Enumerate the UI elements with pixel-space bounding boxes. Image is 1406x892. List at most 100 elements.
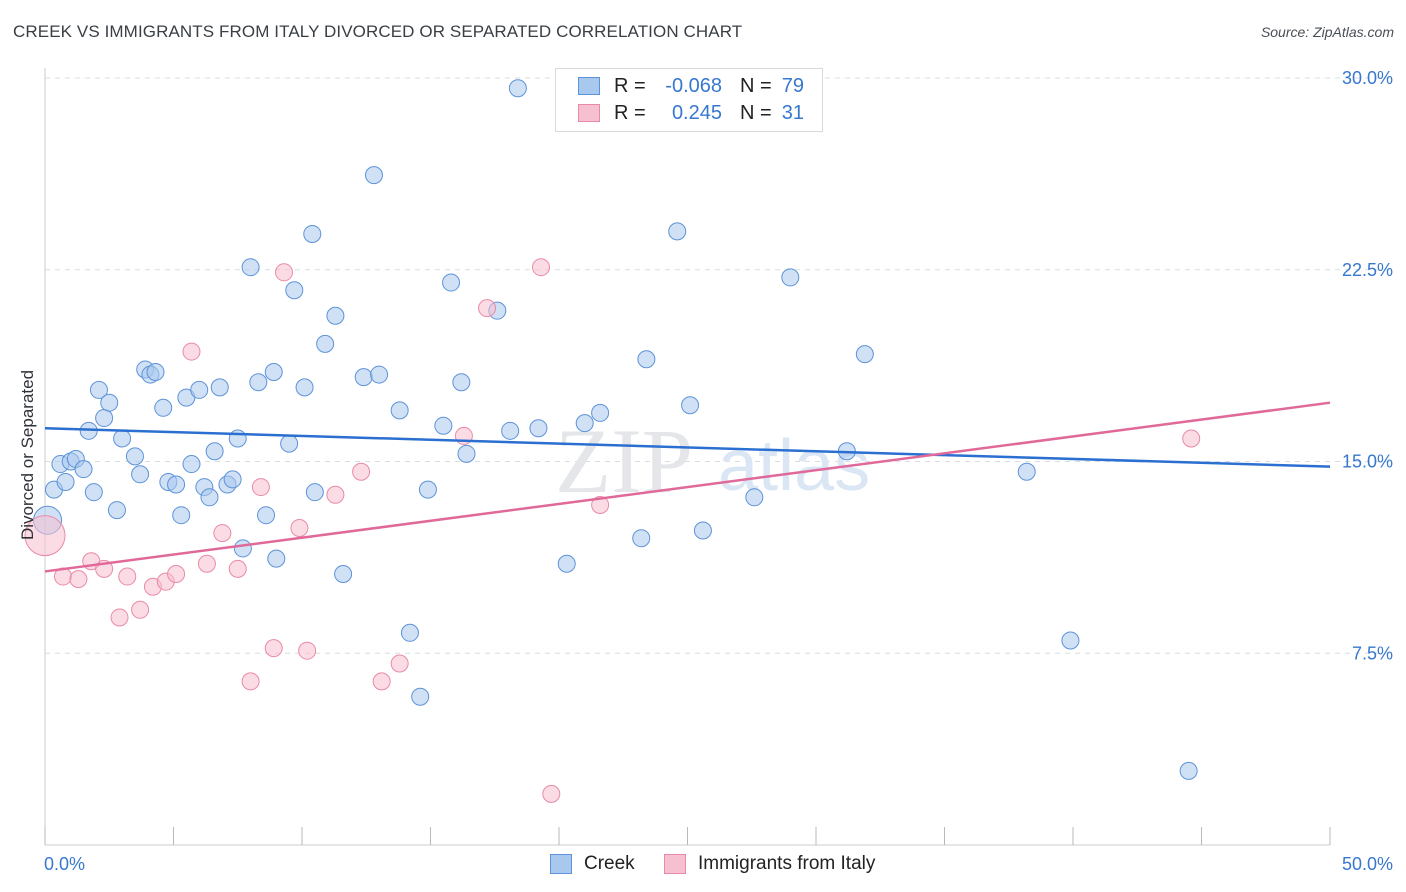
y-tick-label: 22.5% bbox=[1342, 260, 1393, 280]
creek-point bbox=[125, 447, 144, 466]
grid-lines bbox=[45, 77, 1390, 654]
legend-row-creek: R = -0.068 N = 79 bbox=[578, 73, 804, 99]
creek-point bbox=[285, 281, 304, 300]
r-label: R = bbox=[614, 101, 646, 124]
italy-point bbox=[326, 485, 345, 504]
x-tick-label: 50.0% bbox=[1342, 854, 1393, 874]
n-value: 31 bbox=[781, 101, 804, 124]
italy-point bbox=[352, 462, 371, 481]
creek-point bbox=[632, 529, 651, 548]
creek-point bbox=[241, 258, 260, 277]
creek-point bbox=[107, 501, 126, 520]
italy-point bbox=[264, 639, 283, 658]
creek-point bbox=[100, 393, 119, 412]
italy-point bbox=[251, 478, 270, 497]
italy-point bbox=[213, 524, 232, 543]
source-credit: Source: ZipAtlas.com bbox=[1260, 24, 1394, 40]
italy-point bbox=[275, 263, 294, 282]
italy-point bbox=[241, 672, 260, 691]
creek-point bbox=[154, 398, 173, 417]
r-value: -0.068 bbox=[665, 74, 722, 97]
bottom-legend-italy: Immigrants from Italy bbox=[664, 851, 875, 877]
creek-point bbox=[295, 378, 314, 397]
legend-row-italy: R = 0.245 N = 31 bbox=[578, 100, 804, 126]
creek-point bbox=[95, 409, 114, 428]
italy-swatch bbox=[664, 854, 686, 874]
creek-point bbox=[693, 521, 712, 540]
creek-point bbox=[681, 396, 700, 415]
italy-point bbox=[118, 567, 137, 586]
italy-point bbox=[372, 672, 391, 691]
legend-label-italy: Immigrants from Italy bbox=[698, 853, 876, 874]
creek-point bbox=[370, 365, 389, 384]
creek-point bbox=[167, 475, 186, 494]
creek-point bbox=[74, 460, 93, 479]
creek-point bbox=[305, 483, 324, 502]
creek-point bbox=[1061, 631, 1080, 650]
creek-point bbox=[182, 455, 201, 474]
creek-point bbox=[457, 444, 476, 463]
creek-point bbox=[334, 564, 353, 583]
creek-point bbox=[228, 429, 247, 448]
creek-point bbox=[190, 380, 209, 399]
creek-point bbox=[364, 166, 383, 185]
creek-point bbox=[354, 368, 373, 387]
italy-point bbox=[1182, 429, 1201, 448]
creek-point bbox=[84, 483, 103, 502]
creek-point bbox=[411, 687, 430, 706]
creek-point bbox=[89, 380, 108, 399]
creek-point bbox=[390, 401, 409, 420]
creek-trend-line bbox=[44, 427, 1331, 468]
y-tick-label: 30.0% bbox=[1342, 68, 1393, 88]
creek-point bbox=[781, 268, 800, 287]
n-label: N = bbox=[740, 74, 772, 97]
legend-label-creek: Creek bbox=[584, 853, 635, 874]
creek-swatch bbox=[550, 854, 572, 874]
r-value: 0.245 bbox=[671, 101, 722, 124]
tick-labels: 7.5% 15.0% 22.5% 30.0% 0.0% 50.0% bbox=[44, 68, 1393, 874]
n-label: N = bbox=[740, 101, 772, 124]
creek-point bbox=[326, 306, 345, 325]
italy-point bbox=[167, 564, 186, 583]
creek-point bbox=[418, 480, 437, 499]
creek-point bbox=[223, 470, 242, 489]
creek-point bbox=[745, 488, 764, 507]
creek-point bbox=[668, 222, 687, 241]
creek-point bbox=[131, 465, 150, 484]
italy-point bbox=[591, 495, 610, 514]
chart-title: CREEK VS IMMIGRANTS FROM ITALY DIVORCED … bbox=[13, 22, 743, 41]
correlation-legend: R = -0.068 N = 79 R = 0.245 N = 31 bbox=[555, 68, 823, 132]
italy-point bbox=[24, 515, 66, 557]
creek-point bbox=[1179, 761, 1198, 780]
creek-point bbox=[1017, 462, 1036, 481]
italy-point bbox=[69, 570, 88, 589]
creek-point bbox=[200, 488, 219, 507]
italy-swatch bbox=[578, 104, 600, 122]
creek-point bbox=[637, 350, 656, 369]
italy-point bbox=[110, 608, 129, 627]
n-value: 79 bbox=[781, 74, 804, 97]
italy-point bbox=[197, 554, 216, 573]
italy-point bbox=[298, 641, 317, 660]
y-axis-label: Divorced or Separated bbox=[18, 369, 37, 541]
creek-point bbox=[557, 554, 576, 573]
creek-point bbox=[452, 373, 471, 392]
italy-point bbox=[390, 654, 409, 673]
creek-point bbox=[529, 419, 548, 438]
bottom-legend-creek: Creek bbox=[550, 851, 635, 877]
creek-point bbox=[113, 429, 132, 448]
italy-point bbox=[532, 258, 551, 277]
creek-point bbox=[855, 345, 874, 364]
italy-points bbox=[24, 258, 1201, 803]
creek-point bbox=[172, 506, 191, 525]
y-tick-label: 7.5% bbox=[1352, 643, 1393, 663]
italy-point bbox=[182, 342, 201, 361]
creek-point bbox=[257, 506, 276, 525]
creek-point bbox=[400, 623, 419, 642]
y-tick-label: 15.0% bbox=[1342, 452, 1393, 472]
italy-trend-line bbox=[44, 401, 1331, 573]
creek-point bbox=[210, 378, 229, 397]
italy-point bbox=[478, 299, 497, 318]
creek-point bbox=[303, 224, 322, 243]
